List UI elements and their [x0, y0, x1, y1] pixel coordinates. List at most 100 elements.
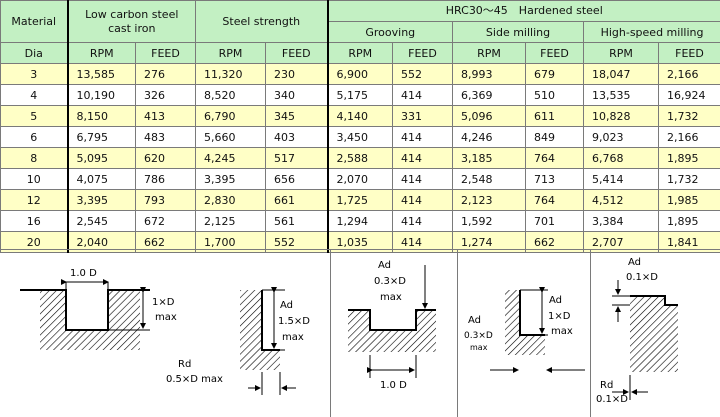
- dia-cell: 6: [0, 126, 69, 148]
- rpm-cell: 2,123: [452, 189, 527, 211]
- feed-cell: 656: [265, 168, 329, 190]
- feed-cell: 1,732: [658, 168, 720, 190]
- feed-cell: 679: [525, 63, 585, 85]
- rpm-header: RPM: [327, 42, 394, 64]
- rpm-cell: 5,414: [583, 168, 660, 190]
- rpm-cell: 3,384: [583, 210, 660, 232]
- feed-cell: 552: [265, 231, 329, 253]
- rpm-header: RPM: [195, 42, 267, 64]
- rpm-cell: 2,588: [327, 147, 394, 169]
- low-carbon-header: Low carbon steel cast iron: [66, 0, 197, 43]
- dia-cell: 8: [0, 147, 69, 169]
- low-carbon-header-line2: cast iron: [108, 21, 156, 35]
- rpm-cell: 2,545: [67, 210, 136, 232]
- rpm-cell: 8,520: [195, 84, 267, 106]
- rpm-cell: 6,790: [195, 105, 267, 127]
- feed-cell: 331: [392, 105, 454, 127]
- rpm-cell: 4,512: [583, 189, 660, 211]
- rpm-cell: 5,660: [195, 126, 267, 148]
- feed-header: FEED: [658, 42, 720, 64]
- rpm-cell: 8,150: [67, 105, 136, 127]
- rpm-cell: 3,395: [195, 168, 267, 190]
- rpm-cell: 3,395: [67, 189, 136, 211]
- diagram-band: [0, 249, 720, 417]
- feed-cell: 483: [134, 126, 197, 148]
- rpm-cell: 5,175: [327, 84, 394, 106]
- feed-cell: 662: [525, 231, 585, 253]
- feed-cell: 611: [525, 105, 585, 127]
- feed-cell: 552: [392, 63, 454, 85]
- feed-cell: 561: [265, 210, 329, 232]
- dia-cell: 20: [0, 231, 69, 253]
- dia-cell: 3: [0, 63, 69, 85]
- feed-cell: 276: [134, 63, 197, 85]
- table-row: 10 4,075 786 3,395 656 2,070 414 2,548 713 5,414 1…: [0, 168, 720, 190]
- feed-cell: 1,841: [658, 231, 720, 253]
- diagram-divider: [457, 249, 458, 417]
- table-row: 12 3,395 793 2,830 661 1,725 414 2,123 764 4,512 1…: [0, 189, 720, 211]
- rpm-cell: 10,190: [67, 84, 136, 106]
- dia-cell: 12: [0, 189, 69, 211]
- feed-header: FEED: [265, 42, 329, 64]
- hardened-header: HRC30～45 Hardened steel: [327, 0, 720, 22]
- rpm-cell: 1,700: [195, 231, 267, 253]
- material-header: Material: [0, 0, 69, 43]
- rpm-cell: 2,707: [583, 231, 660, 253]
- table-row: 3 13,585 276 11,320 230 6,900 552 8,993 679 18,04…: [0, 63, 720, 85]
- cutting-conditions-table: Material Low carbon steel cast iron Stee…: [0, 0, 720, 253]
- dia-cell: 5: [0, 105, 69, 127]
- feed-cell: 414: [392, 84, 454, 106]
- dia-cell: 16: [0, 210, 69, 232]
- grooving-header: Grooving: [327, 21, 454, 43]
- rpm-cell: 6,900: [327, 63, 394, 85]
- rpm-cell: 4,075: [67, 168, 136, 190]
- dia-header: Dia: [0, 42, 69, 64]
- rpm-header: RPM: [583, 42, 660, 64]
- rpm-cell: 4,245: [195, 147, 267, 169]
- feed-cell: 414: [392, 126, 454, 148]
- feed-cell: 701: [525, 210, 585, 232]
- feed-cell: 326: [134, 84, 197, 106]
- feed-cell: 340: [265, 84, 329, 106]
- feed-cell: 793: [134, 189, 197, 211]
- table-body: 3 13,585 276 11,320 230 6,900 552 8,993 679 18,04…: [0, 63, 720, 253]
- dia-cell: 4: [0, 84, 69, 106]
- feed-cell: 1,985: [658, 189, 720, 211]
- rpm-cell: 2,125: [195, 210, 267, 232]
- feed-cell: 764: [525, 189, 585, 211]
- feed-cell: 661: [265, 189, 329, 211]
- rpm-cell: 1,725: [327, 189, 394, 211]
- feed-cell: 345: [265, 105, 329, 127]
- steel-strength-header: Steel strength: [195, 0, 329, 43]
- feed-cell: 713: [525, 168, 585, 190]
- feed-cell: 2,166: [658, 63, 720, 85]
- rpm-cell: 4,246: [452, 126, 527, 148]
- rpm-cell: 1,294: [327, 210, 394, 232]
- table-row: 16 2,545 672 2,125 561 1,294 414 1,592 701 3,384 1…: [0, 210, 720, 232]
- feed-cell: 764: [525, 147, 585, 169]
- rpm-cell: 3,450: [327, 126, 394, 148]
- rpm-cell: 6,768: [583, 147, 660, 169]
- rpm-cell: 5,095: [67, 147, 136, 169]
- feed-cell: 414: [392, 231, 454, 253]
- table-row: 8 5,095 620 4,245 517 2,588 414 3,185 764 6,768 1,…: [0, 147, 720, 169]
- rpm-cell: 4,140: [327, 105, 394, 127]
- feed-cell: 672: [134, 210, 197, 232]
- rpm-cell: 2,830: [195, 189, 267, 211]
- feed-cell: 230: [265, 63, 329, 85]
- feed-cell: 414: [392, 168, 454, 190]
- high-speed-header: High-speed milling: [583, 21, 720, 43]
- rpm-cell: 6,369: [452, 84, 527, 106]
- feed-cell: 16,924: [658, 84, 720, 106]
- feed-cell: 849: [525, 126, 585, 148]
- dia-cell: 10: [0, 168, 69, 190]
- feed-cell: 1,895: [658, 147, 720, 169]
- rpm-cell: 3,185: [452, 147, 527, 169]
- feed-cell: 517: [265, 147, 329, 169]
- low-carbon-header-line1: Low carbon steel: [85, 7, 179, 21]
- rpm-cell: 6,795: [67, 126, 136, 148]
- rpm-header: RPM: [452, 42, 527, 64]
- rpm-header: RPM: [67, 42, 136, 64]
- feed-cell: 414: [392, 189, 454, 211]
- feed-cell: 403: [265, 126, 329, 148]
